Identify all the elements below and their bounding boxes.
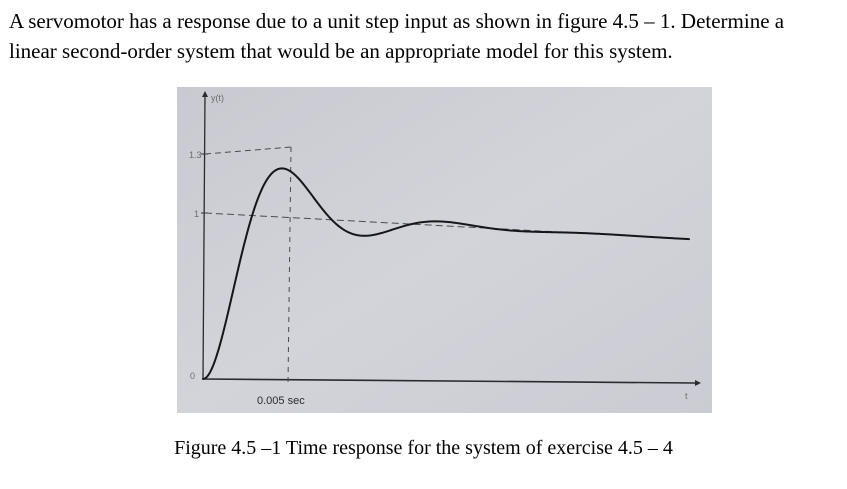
- step-response-figure: y(t) 1.3 1 0 0.005 sec t: [177, 87, 712, 413]
- x-axis-arrow: [695, 380, 701, 386]
- figure-caption: Figure 4.5 –1 Time response for the syst…: [174, 437, 673, 459]
- y-axis-arrow: [202, 91, 208, 97]
- y-axis-label: y(t): [211, 93, 224, 103]
- photo-background: [177, 87, 712, 413]
- x-axis-label: t: [685, 391, 688, 401]
- problem-line-1: A servomotor has a response due to a uni…: [9, 9, 785, 33]
- problem-statement: A servomotor has a response due to a uni…: [9, 6, 843, 66]
- y-axis: [202, 94, 206, 380]
- y-tick-label-one: 1: [194, 209, 199, 219]
- y-tick-label-peak: 1.3: [189, 150, 202, 160]
- peak-time-label: 0.005 sec: [257, 395, 305, 407]
- y-tick-label-zero: 0: [190, 371, 195, 381]
- step-response-plot: y(t) 1.3 1 0 0.005 sec t: [177, 87, 712, 413]
- x-axis: [202, 378, 696, 384]
- steady-state-guide: [204, 212, 690, 240]
- peak-value-guide: [204, 146, 292, 155]
- problem-line-2: linear second-order system that would be…: [9, 39, 673, 63]
- step-response-curve: [202, 167, 690, 380]
